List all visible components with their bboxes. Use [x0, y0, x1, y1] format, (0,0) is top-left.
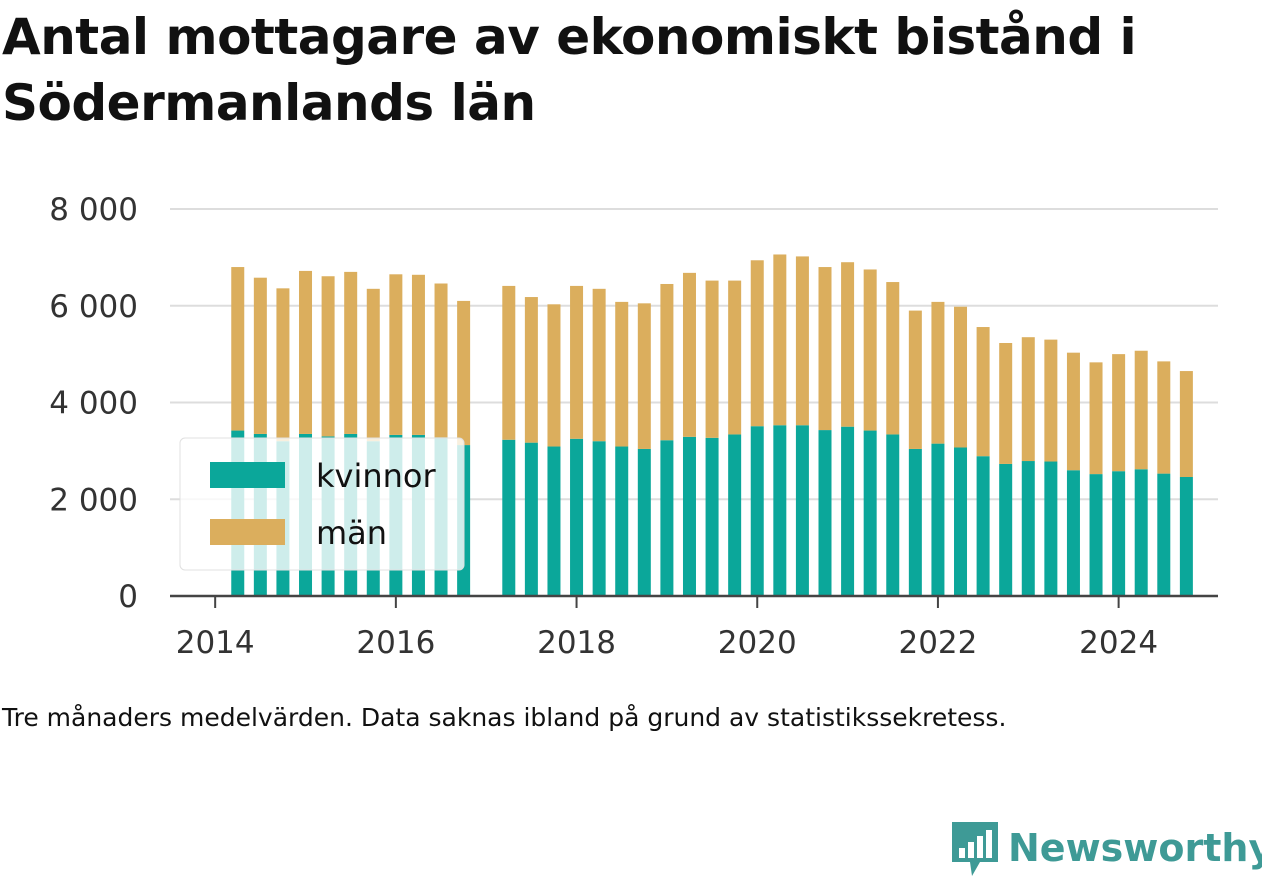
x-tick-label: 2020 [718, 625, 797, 661]
bar-kvinnor [637, 448, 651, 596]
bar-man [1157, 361, 1171, 474]
bar-man [705, 280, 719, 438]
bar-kvinnor [592, 441, 606, 596]
bar-man [389, 274, 403, 435]
bar-kvinnor [773, 425, 787, 596]
bar-kvinnor [1066, 470, 1080, 596]
bar-man [524, 297, 538, 443]
bar-kvinnor [1021, 461, 1035, 596]
bar-man [299, 270, 313, 434]
bar-man [344, 271, 358, 434]
bar-man [818, 267, 832, 431]
bar-kvinnor [976, 456, 990, 596]
y-tick-label: 6 000 [49, 289, 138, 325]
bar-man [592, 288, 606, 442]
legend-swatch-kvinnor [210, 462, 285, 488]
y-tick-label: 0 [118, 579, 138, 615]
bar-kvinnor [1112, 471, 1126, 596]
bar-man [660, 283, 674, 441]
bar-man [276, 288, 290, 442]
bar-man [728, 280, 742, 435]
x-tick-label: 2024 [1079, 625, 1158, 661]
bar-man [976, 327, 990, 457]
bar-man [366, 288, 380, 442]
x-tick-label: 2014 [176, 625, 255, 661]
bar-kvinnor [615, 446, 629, 596]
legend-label-kvinnor: kvinnor [316, 457, 437, 495]
bar-kvinnor [1044, 461, 1058, 596]
y-tick-label: 4 000 [49, 386, 138, 422]
x-tick-label: 2018 [537, 625, 616, 661]
bar-man [1021, 337, 1035, 462]
chart-title: Antal mottagare av ekonomiskt bistånd i … [2, 8, 1137, 132]
x-tick-label: 2022 [898, 625, 977, 661]
bar-kvinnor [524, 442, 538, 596]
bar-kvinnor [908, 448, 922, 596]
bar-man [547, 304, 561, 447]
bar-kvinnor [1157, 473, 1171, 596]
bar-man [321, 276, 335, 437]
legend-label-man: män [316, 514, 387, 552]
bar-man [908, 310, 922, 449]
bar-man [231, 267, 245, 431]
bar-man [750, 260, 764, 427]
bar-man [795, 256, 809, 426]
bar-man [1112, 354, 1126, 472]
bar-kvinnor [705, 437, 719, 596]
bar-man [1179, 371, 1193, 477]
bar-man [886, 282, 900, 435]
bar-kvinnor [863, 430, 877, 596]
bar-kvinnor [728, 434, 742, 596]
x-tick-label: 2016 [356, 625, 435, 661]
bar-man [502, 285, 516, 440]
bar-man [1089, 362, 1103, 475]
bar-kvinnor [682, 436, 696, 596]
brand-name: Newsworthy [1008, 826, 1262, 870]
bar-kvinnor [502, 439, 516, 596]
bar-man [1066, 352, 1080, 471]
bar-kvinnor [660, 440, 674, 596]
bar-man [1044, 339, 1058, 462]
bar-kvinnor [841, 426, 855, 596]
bar-kvinnor [1134, 469, 1148, 596]
bars [231, 254, 1193, 596]
bar-kvinnor [886, 434, 900, 596]
bar-kvinnor [999, 463, 1013, 596]
bar-man [682, 272, 696, 437]
bar-kvinnor [795, 425, 809, 596]
bar-kvinnor [1179, 476, 1193, 596]
bar-kvinnor [954, 447, 968, 596]
bar-man [434, 283, 448, 438]
bar-man [411, 274, 425, 435]
x-axis: 2014 2016 2018 2020 2022 2024 [170, 594, 1218, 661]
bar-man [931, 301, 945, 444]
legend: kvinnor män [179, 437, 465, 571]
bar-kvinnor [750, 426, 764, 596]
bar-man [457, 300, 471, 446]
newsworthy-logo-icon [952, 822, 998, 876]
newsworthy-brand[interactable]: Newsworthy [950, 818, 1262, 878]
bar-man [954, 306, 968, 448]
y-tick-label: 2 000 [49, 482, 138, 518]
bar-man [570, 285, 584, 439]
bar-man [615, 301, 629, 447]
bar-kvinnor [1089, 474, 1103, 596]
bar-kvinnor [547, 446, 561, 596]
bar-man [253, 277, 267, 434]
bar-kvinnor [931, 443, 945, 596]
legend-swatch-man [210, 519, 285, 545]
bar-man [841, 262, 855, 427]
y-tick-labels: 0 2 000 4 000 6 000 8 000 [49, 192, 138, 615]
bar-man [863, 269, 877, 431]
bar-kvinnor [570, 438, 584, 596]
bar-man [773, 254, 787, 426]
bar-kvinnor [818, 430, 832, 596]
bar-man [637, 303, 651, 449]
chart-caption: Tre månaders medelvärden. Data saknas ib… [2, 703, 1007, 732]
bar-man [999, 342, 1013, 464]
bar-man [1134, 350, 1148, 470]
y-tick-label: 8 000 [49, 192, 138, 228]
